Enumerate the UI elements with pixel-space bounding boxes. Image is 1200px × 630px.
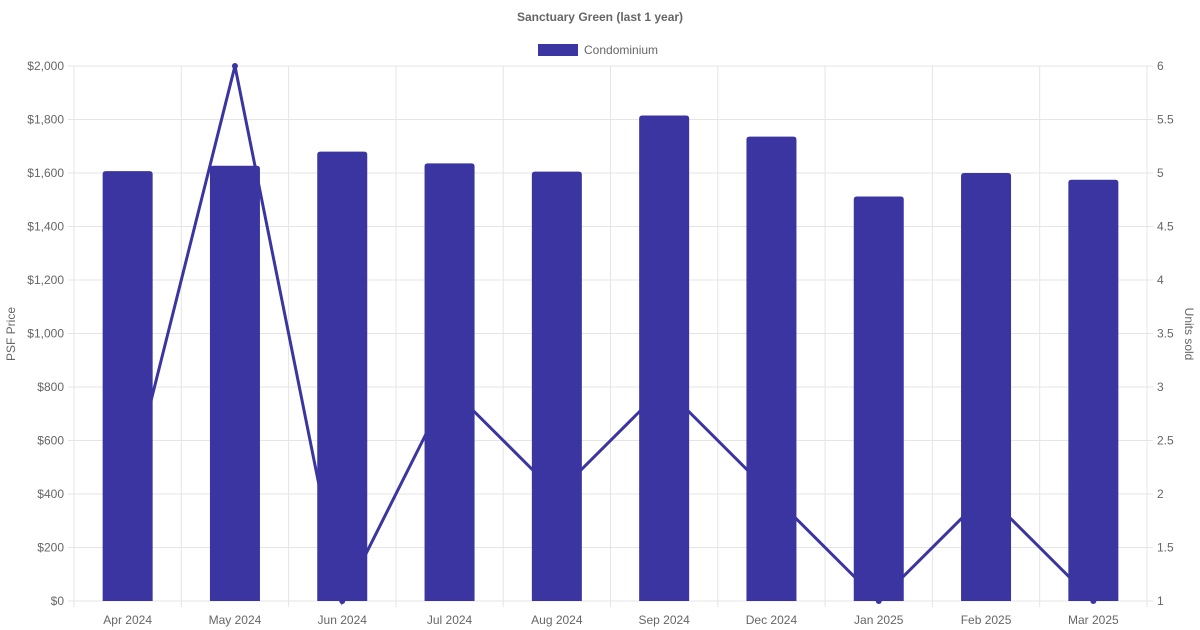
line-point[interactable] <box>661 384 668 390</box>
bar[interactable] <box>746 136 797 601</box>
right-tick-label: 2 <box>1157 487 1164 501</box>
line-point[interactable] <box>339 598 346 604</box>
y-axis-right-title: Units sold <box>1182 308 1196 361</box>
x-tick-label: Apr 2024 <box>103 613 152 627</box>
right-tick-label: 2.5 <box>1157 434 1174 448</box>
bar[interactable] <box>531 171 582 601</box>
x-tick-label: Sep 2024 <box>638 613 690 627</box>
legend-label-condominium: Condominium <box>584 43 658 57</box>
y-axis-left-title: PSF Price <box>4 307 18 361</box>
x-tick-label: May 2024 <box>209 613 262 627</box>
right-tick-label: 1.5 <box>1157 541 1174 555</box>
x-tick-label: Mar 2025 <box>1068 613 1119 627</box>
bar[interactable] <box>317 151 368 601</box>
right-tick-label: 3.5 <box>1157 327 1174 341</box>
right-tick-label: 5 <box>1157 166 1164 180</box>
right-tick-label: 3 <box>1157 380 1164 394</box>
legend[interactable]: Condominium <box>538 43 658 57</box>
line-point[interactable] <box>231 63 238 69</box>
line-point[interactable] <box>983 491 990 497</box>
x-axis-ticks: Apr 2024 May 2024 Jun 2024 Jul 2024 Aug 2024… <box>103 613 1119 627</box>
x-tick-label: Feb 2025 <box>961 613 1012 627</box>
left-tick-label: $400 <box>37 487 64 501</box>
right-tick-label: 4 <box>1157 273 1164 287</box>
right-axis-ticks: 1 1.5 2 2.5 3 3.5 4 4.5 5 5.5 6 <box>1157 59 1174 608</box>
left-tick-label: $0 <box>51 594 65 608</box>
bar[interactable] <box>639 115 690 602</box>
line-point[interactable] <box>553 491 560 497</box>
chart-title: Sanctuary Green (last 1 year) <box>517 10 683 24</box>
x-tick-label: Jan 2025 <box>854 613 904 627</box>
left-tick-label: $1,800 <box>27 113 64 127</box>
left-tick-label: $1,000 <box>27 327 64 341</box>
right-tick-label: 6 <box>1157 59 1164 73</box>
line-point[interactable] <box>1090 598 1097 604</box>
x-tick-label: Jun 2024 <box>318 613 368 627</box>
left-tick-label: $200 <box>37 541 64 555</box>
bar[interactable] <box>961 173 1012 601</box>
right-tick-label: 5.5 <box>1157 113 1174 127</box>
left-axis-ticks: $0 $200 $400 $600 $800 $1,000 $1,200 $1,400 $1,6… <box>27 59 64 608</box>
legend-swatch-condominium <box>538 44 578 56</box>
right-tick-label: 4.5 <box>1157 220 1174 234</box>
left-tick-label: $2,000 <box>27 59 64 73</box>
x-tick-label: Jul 2024 <box>427 613 473 627</box>
bar-series-condominium <box>102 115 1119 602</box>
line-point[interactable] <box>875 598 882 604</box>
line-point[interactable] <box>124 491 131 497</box>
line-path <box>126 65 1095 606</box>
left-tick-label: $1,200 <box>27 273 64 287</box>
bar[interactable] <box>424 163 475 601</box>
bar[interactable] <box>853 196 904 602</box>
x-tick-label: Dec 2024 <box>746 613 798 627</box>
bar[interactable] <box>102 171 153 601</box>
left-tick-label: $1,400 <box>27 220 64 234</box>
bar[interactable] <box>1068 179 1119 601</box>
left-tick-label: $600 <box>37 434 64 448</box>
left-tick-label: $1,600 <box>27 166 64 180</box>
right-tick-label: 1 <box>1157 594 1164 608</box>
line-series-units-sold <box>124 63 1097 606</box>
bar[interactable] <box>209 165 260 601</box>
line-point[interactable] <box>446 384 453 390</box>
x-tick-label: Aug 2024 <box>531 613 583 627</box>
left-tick-label: $800 <box>37 380 64 394</box>
line-point[interactable] <box>768 491 775 497</box>
